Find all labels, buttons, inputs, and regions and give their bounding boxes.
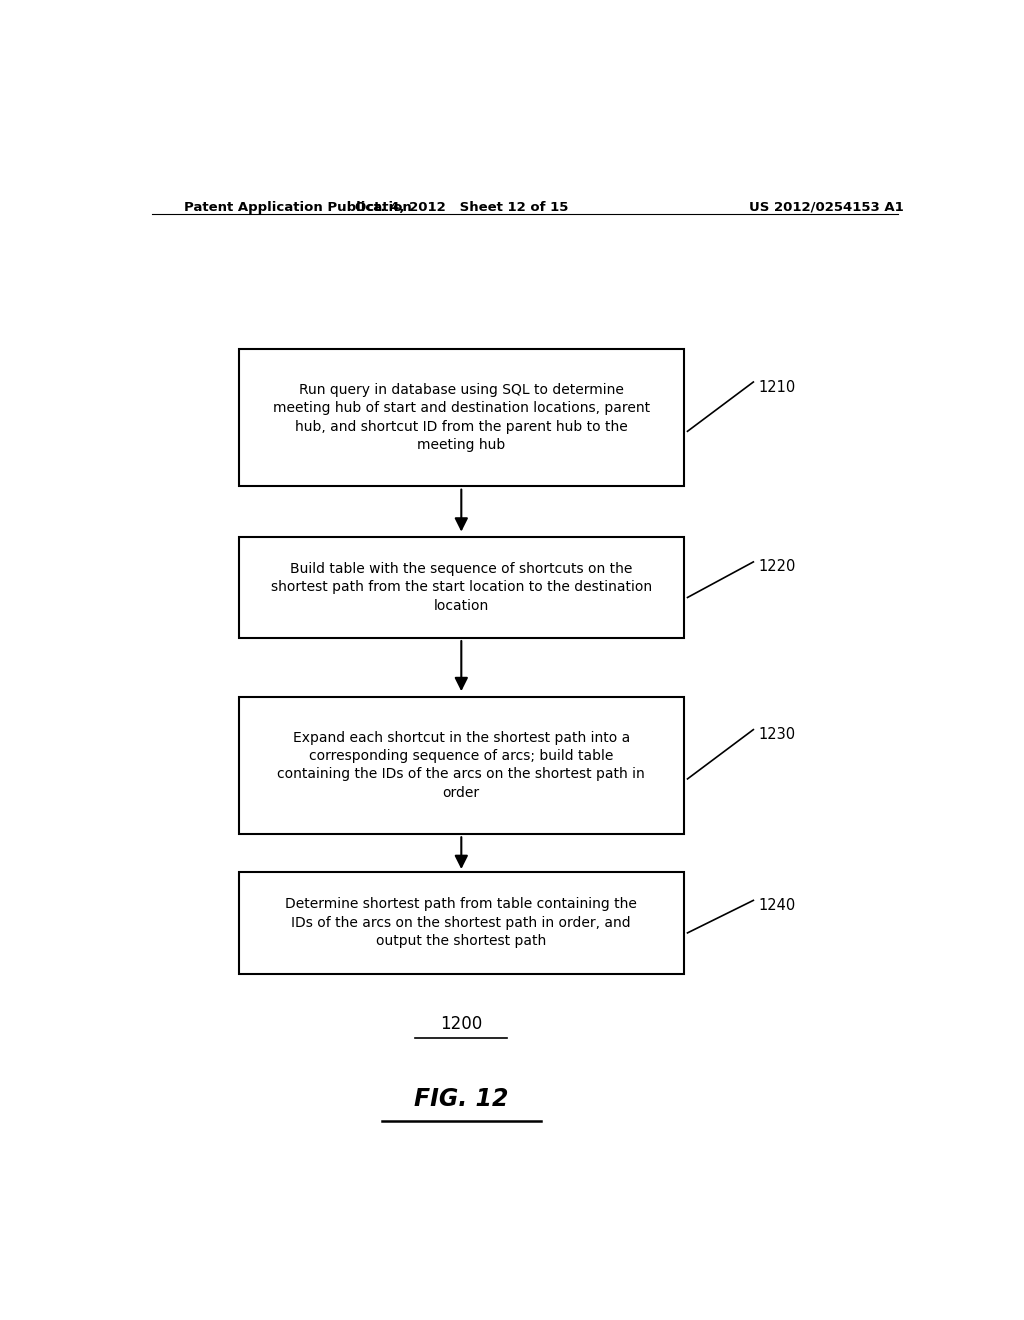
Text: 1220: 1220 — [759, 560, 797, 574]
Text: Build table with the sequence of shortcuts on the
shortest path from the start l: Build table with the sequence of shortcu… — [270, 562, 652, 612]
Text: Determine shortest path from table containing the
IDs of the arcs on the shortes: Determine shortest path from table conta… — [286, 898, 637, 948]
Text: 1240: 1240 — [759, 898, 797, 913]
Text: Oct. 4, 2012   Sheet 12 of 15: Oct. 4, 2012 Sheet 12 of 15 — [354, 201, 568, 214]
Text: Run query in database using SQL to determine
meeting hub of start and destinatio: Run query in database using SQL to deter… — [272, 383, 650, 453]
Text: FIG. 12: FIG. 12 — [414, 1086, 509, 1110]
Text: 1210: 1210 — [759, 380, 797, 395]
Text: US 2012/0254153 A1: US 2012/0254153 A1 — [749, 201, 904, 214]
FancyBboxPatch shape — [239, 697, 684, 834]
Text: Patent Application Publication: Patent Application Publication — [183, 201, 412, 214]
Text: Expand each shortcut in the shortest path into a
corresponding sequence of arcs;: Expand each shortcut in the shortest pat… — [278, 730, 645, 800]
FancyBboxPatch shape — [239, 348, 684, 486]
FancyBboxPatch shape — [239, 536, 684, 638]
Text: 1200: 1200 — [440, 1015, 482, 1034]
Text: 1230: 1230 — [759, 727, 796, 742]
FancyBboxPatch shape — [239, 873, 684, 974]
